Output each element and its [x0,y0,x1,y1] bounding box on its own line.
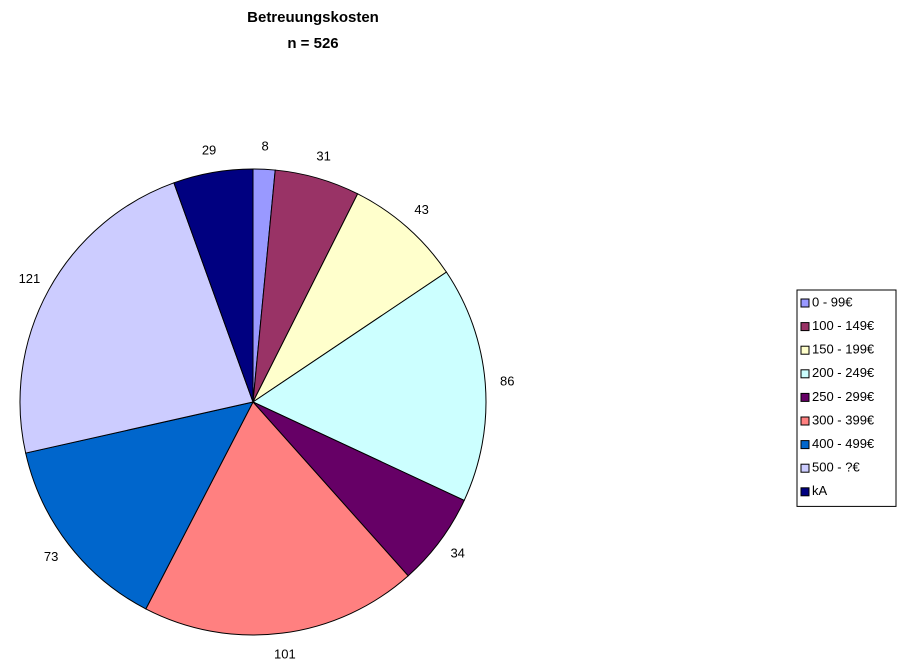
legend-swatch [800,487,810,497]
chart-subtitle: n = 526 [287,35,338,52]
pie-slice [145,401,409,636]
legend-swatch [800,322,810,332]
data-label: 29 [202,142,216,157]
legend-label: 150 - 199€ [812,342,875,357]
legend-swatch [800,298,810,308]
legend-label: 0 - 99€ [812,294,853,309]
legend-swatch [800,369,810,379]
data-label: 34 [450,546,464,561]
data-label: 31 [316,148,330,163]
pie-slice [19,182,254,454]
legend-label: 200 - 249€ [812,365,875,380]
legend-label: kA [812,483,828,498]
chart-title: Betreuungskosten [247,9,379,26]
legend-swatch [800,440,810,450]
data-label: 8 [262,139,269,154]
data-label: 43 [414,202,428,217]
legend-swatch [800,463,810,473]
pie-slice [251,193,448,404]
data-label: 86 [500,374,514,389]
data-label: 121 [19,271,41,286]
legend-swatch [800,345,810,355]
data-label: 101 [274,646,296,661]
pie-slice [173,168,254,403]
pie-slice [251,271,487,502]
legend-swatch [800,416,810,426]
legend-swatch [800,392,810,402]
legend-label: 400 - 499€ [812,436,875,451]
pie-slice [25,401,254,610]
legend-label: 500 - ?€ [812,460,860,475]
legend-label: 250 - 299€ [812,389,875,404]
data-label: 73 [44,549,58,564]
legend-label: 100 - 149€ [812,318,875,333]
legend-label: 300 - 399€ [812,412,875,427]
legend-box [796,289,897,507]
